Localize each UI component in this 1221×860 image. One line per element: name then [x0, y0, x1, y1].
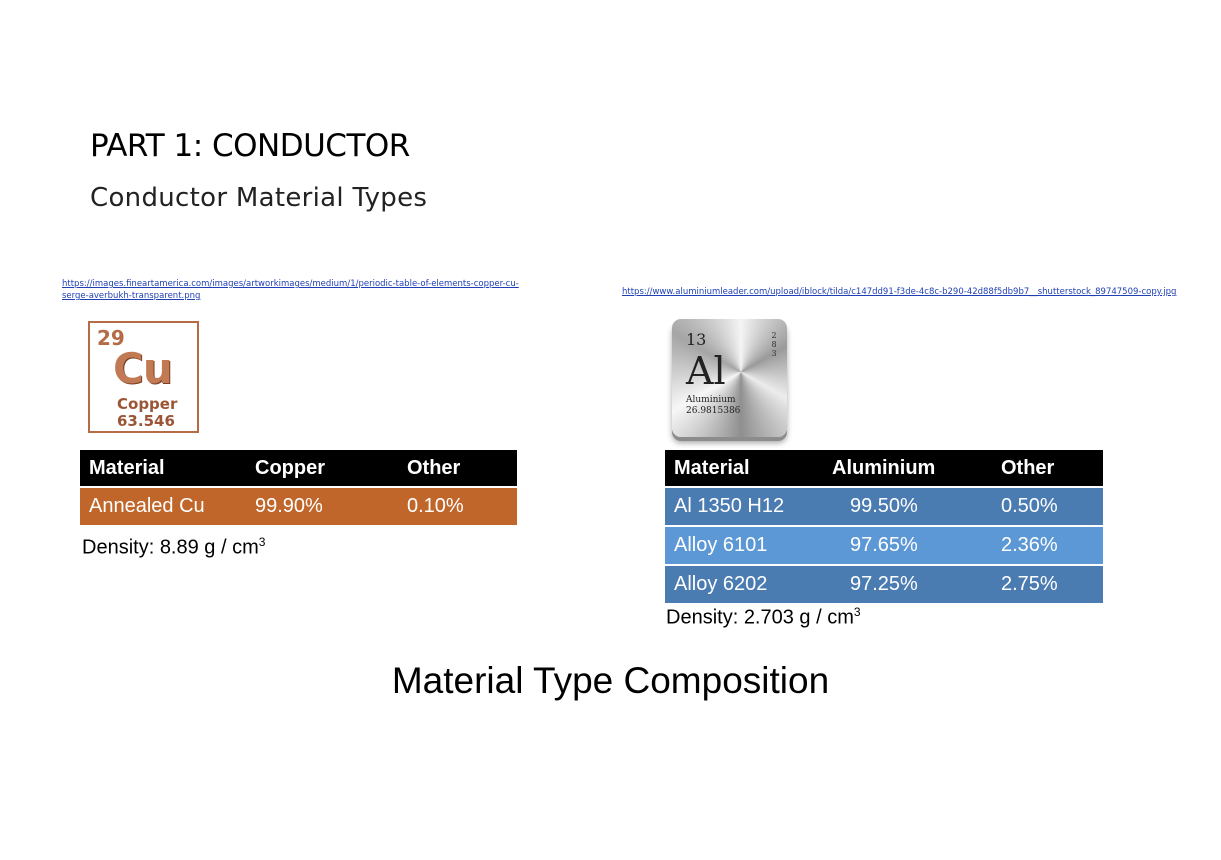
copper-atomic-mass: 63.546	[117, 412, 175, 430]
shell-2: 8	[771, 340, 777, 349]
cell-other-pct: 0.50%	[1001, 486, 1103, 526]
cell-material: Alloy 6101	[665, 525, 832, 565]
cell-other-pct: 2.75%	[1001, 564, 1103, 603]
copper-name: Copper	[117, 395, 178, 413]
table-row: Alloy 6202 97.25% 2.75%	[665, 564, 1103, 603]
table-row: Annealed Cu 99.90% 0.10%	[80, 486, 517, 525]
cell-material: Al 1350 H12	[665, 486, 832, 526]
header-material: Material	[665, 450, 832, 487]
copper-symbol: Cu	[113, 344, 173, 393]
copper-composition-table: Material Copper Other Annealed Cu 99.90%…	[80, 450, 517, 525]
copper-density: Density: 8.89 g / cm3	[82, 535, 265, 560]
page-title: PART 1: CONDUCTOR	[90, 128, 410, 164]
shell-3: 3	[771, 349, 777, 358]
density-value: 8.89 g / cm	[159, 536, 259, 559]
cell-other-pct: 2.36%	[1001, 525, 1103, 565]
cell-material: Annealed Cu	[80, 486, 255, 525]
density-label: Density:	[82, 536, 155, 559]
aluminium-element-image: 13 2 8 3 Al Aluminium 26.9815386	[672, 319, 787, 437]
header-copper: Copper	[255, 450, 407, 487]
aluminium-composition-table: Material Aluminium Other Al 1350 H12 99.…	[665, 450, 1103, 603]
density-value: 2.703 g / cm	[743, 606, 854, 629]
aluminium-name: Aluminium	[686, 395, 736, 405]
aluminium-source-link[interactable]: https://www.aluminiumleader.com/upload/i…	[622, 287, 1177, 297]
copper-element-image: 29 Cu Copper 63.546	[88, 321, 199, 433]
cell-material: Alloy 6202	[665, 564, 832, 603]
section-heading: Material Type Composition	[391, 660, 830, 701]
copper-source-link[interactable]: https://images.fineartamerica.com/images…	[62, 279, 519, 301]
table-header-row: Material Copper Other	[80, 450, 517, 487]
table-header-row: Material Aluminium Other	[665, 450, 1103, 487]
copper-atomic-number: 29	[97, 326, 125, 350]
shell-1: 2	[771, 331, 777, 340]
cell-other-pct: 0.10%	[407, 486, 517, 525]
cell-aluminium-pct: 99.50%	[832, 486, 1001, 526]
density-exponent: 3	[258, 535, 266, 549]
density-exponent: 3	[853, 605, 861, 619]
table-row: Alloy 6101 97.65% 2.36%	[665, 525, 1103, 565]
aluminium-symbol: Al	[686, 349, 726, 393]
aluminium-atomic-number: 13	[686, 330, 707, 349]
aluminium-density: Density: 2.703 g / cm3	[666, 605, 861, 630]
header-other: Other	[1001, 450, 1103, 487]
table-row: Al 1350 H12 99.50% 0.50%	[665, 486, 1103, 526]
page-subtitle: Conductor Material Types	[90, 183, 428, 213]
cell-aluminium-pct: 97.25%	[832, 564, 1001, 603]
header-other: Other	[407, 450, 517, 487]
density-label: Density:	[666, 606, 739, 629]
header-aluminium: Aluminium	[832, 450, 1001, 487]
header-material: Material	[80, 450, 255, 487]
aluminium-electron-shells: 2 8 3	[769, 331, 779, 358]
aluminium-atomic-mass: 26.9815386	[686, 406, 741, 416]
cell-aluminium-pct: 97.65%	[832, 525, 1001, 565]
cell-copper-pct: 99.90%	[255, 486, 407, 525]
